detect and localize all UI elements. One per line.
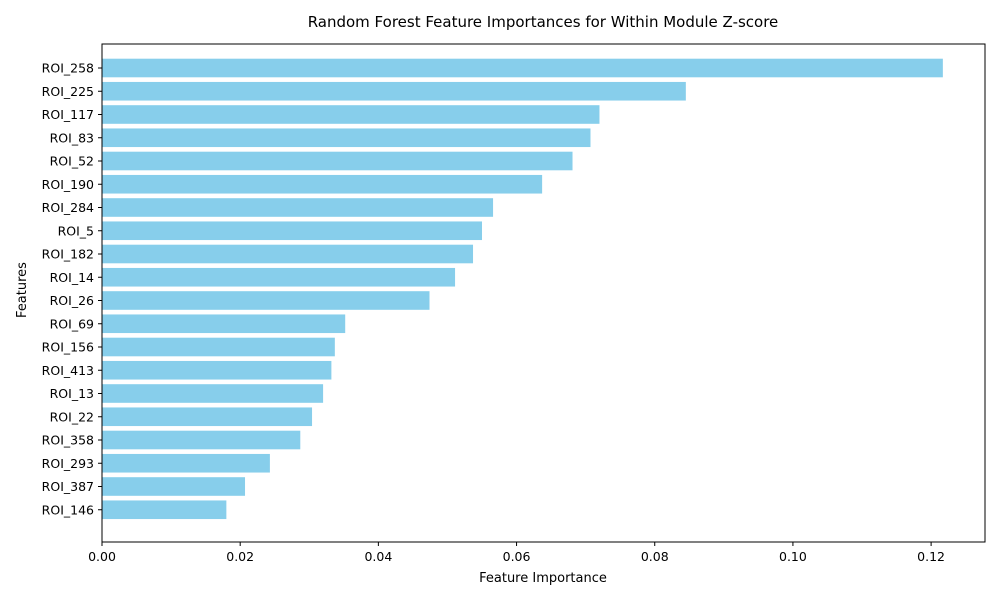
y-tick-label: ROI_83 — [50, 130, 94, 145]
x-tick-label: 0.06 — [503, 549, 531, 564]
y-tick-label: ROI_69 — [50, 316, 94, 331]
bar-roi-358 — [102, 430, 301, 450]
x-tick-label: 0.08 — [641, 549, 669, 564]
y-tick-label: ROI_22 — [50, 409, 94, 424]
bar-roi-413 — [102, 360, 332, 380]
y-tick-label: ROI_156 — [42, 340, 94, 355]
bar-roi-182 — [102, 244, 474, 264]
y-axis-label: Features — [15, 262, 30, 318]
x-tick-label: 0.04 — [364, 549, 392, 564]
bar-roi-26 — [102, 291, 430, 310]
bar-roi-13 — [102, 384, 324, 403]
chart-title: Random Forest Feature Importances for Wi… — [308, 13, 779, 31]
bars-layer — [102, 58, 943, 520]
axes-layer: ROI_258 ROI_225 ROI_117 ROI_83 ROI_52 ROI_190… — [42, 43, 986, 564]
bar-roi-83 — [102, 128, 591, 148]
x-tick-label: 0.12 — [917, 549, 945, 564]
y-tick-label: ROI_5 — [58, 223, 94, 238]
y-tick-label: ROI_358 — [42, 433, 94, 448]
bar-roi-284 — [102, 198, 494, 217]
y-tick-label: ROI_117 — [42, 107, 94, 122]
y-tick-label: ROI_26 — [50, 293, 94, 308]
y-tick-label: ROI_413 — [42, 363, 94, 378]
x-tick-label: 0.00 — [88, 549, 116, 564]
bar-roi-146 — [102, 500, 227, 520]
y-tick-label: ROI_284 — [42, 200, 94, 215]
y-tick-label: ROI_52 — [50, 154, 94, 169]
bar-roi-22 — [102, 407, 313, 427]
y-tick-label: ROI_190 — [42, 177, 94, 192]
y-tick-label: ROI_182 — [42, 247, 94, 262]
bar-roi-69 — [102, 314, 346, 334]
bar-roi-117 — [102, 105, 600, 124]
x-tick-label: 0.02 — [226, 549, 254, 564]
x-tick-label: 0.10 — [779, 549, 807, 564]
y-tick-label: ROI_14 — [50, 270, 94, 285]
bar-roi-387 — [102, 477, 246, 496]
y-tick-label: ROI_13 — [50, 386, 94, 401]
bar-roi-14 — [102, 267, 456, 287]
bar-roi-190 — [102, 174, 543, 194]
plot-frame — [101, 43, 986, 543]
x-axis-label: Feature Importance — [479, 571, 607, 586]
bar-roi-156 — [102, 337, 335, 357]
bar-roi-5 — [102, 221, 483, 241]
bar-roi-225 — [102, 81, 686, 101]
y-tick-label: ROI_387 — [42, 479, 94, 494]
bar-roi-258 — [102, 58, 943, 78]
y-tick-label: ROI_146 — [42, 502, 94, 517]
bar-roi-52 — [102, 151, 573, 171]
y-tick-label: ROI_225 — [42, 84, 94, 99]
y-tick-label: ROI_258 — [42, 61, 94, 76]
bar-roi-293 — [102, 453, 270, 473]
y-tick-label: ROI_293 — [42, 456, 94, 471]
